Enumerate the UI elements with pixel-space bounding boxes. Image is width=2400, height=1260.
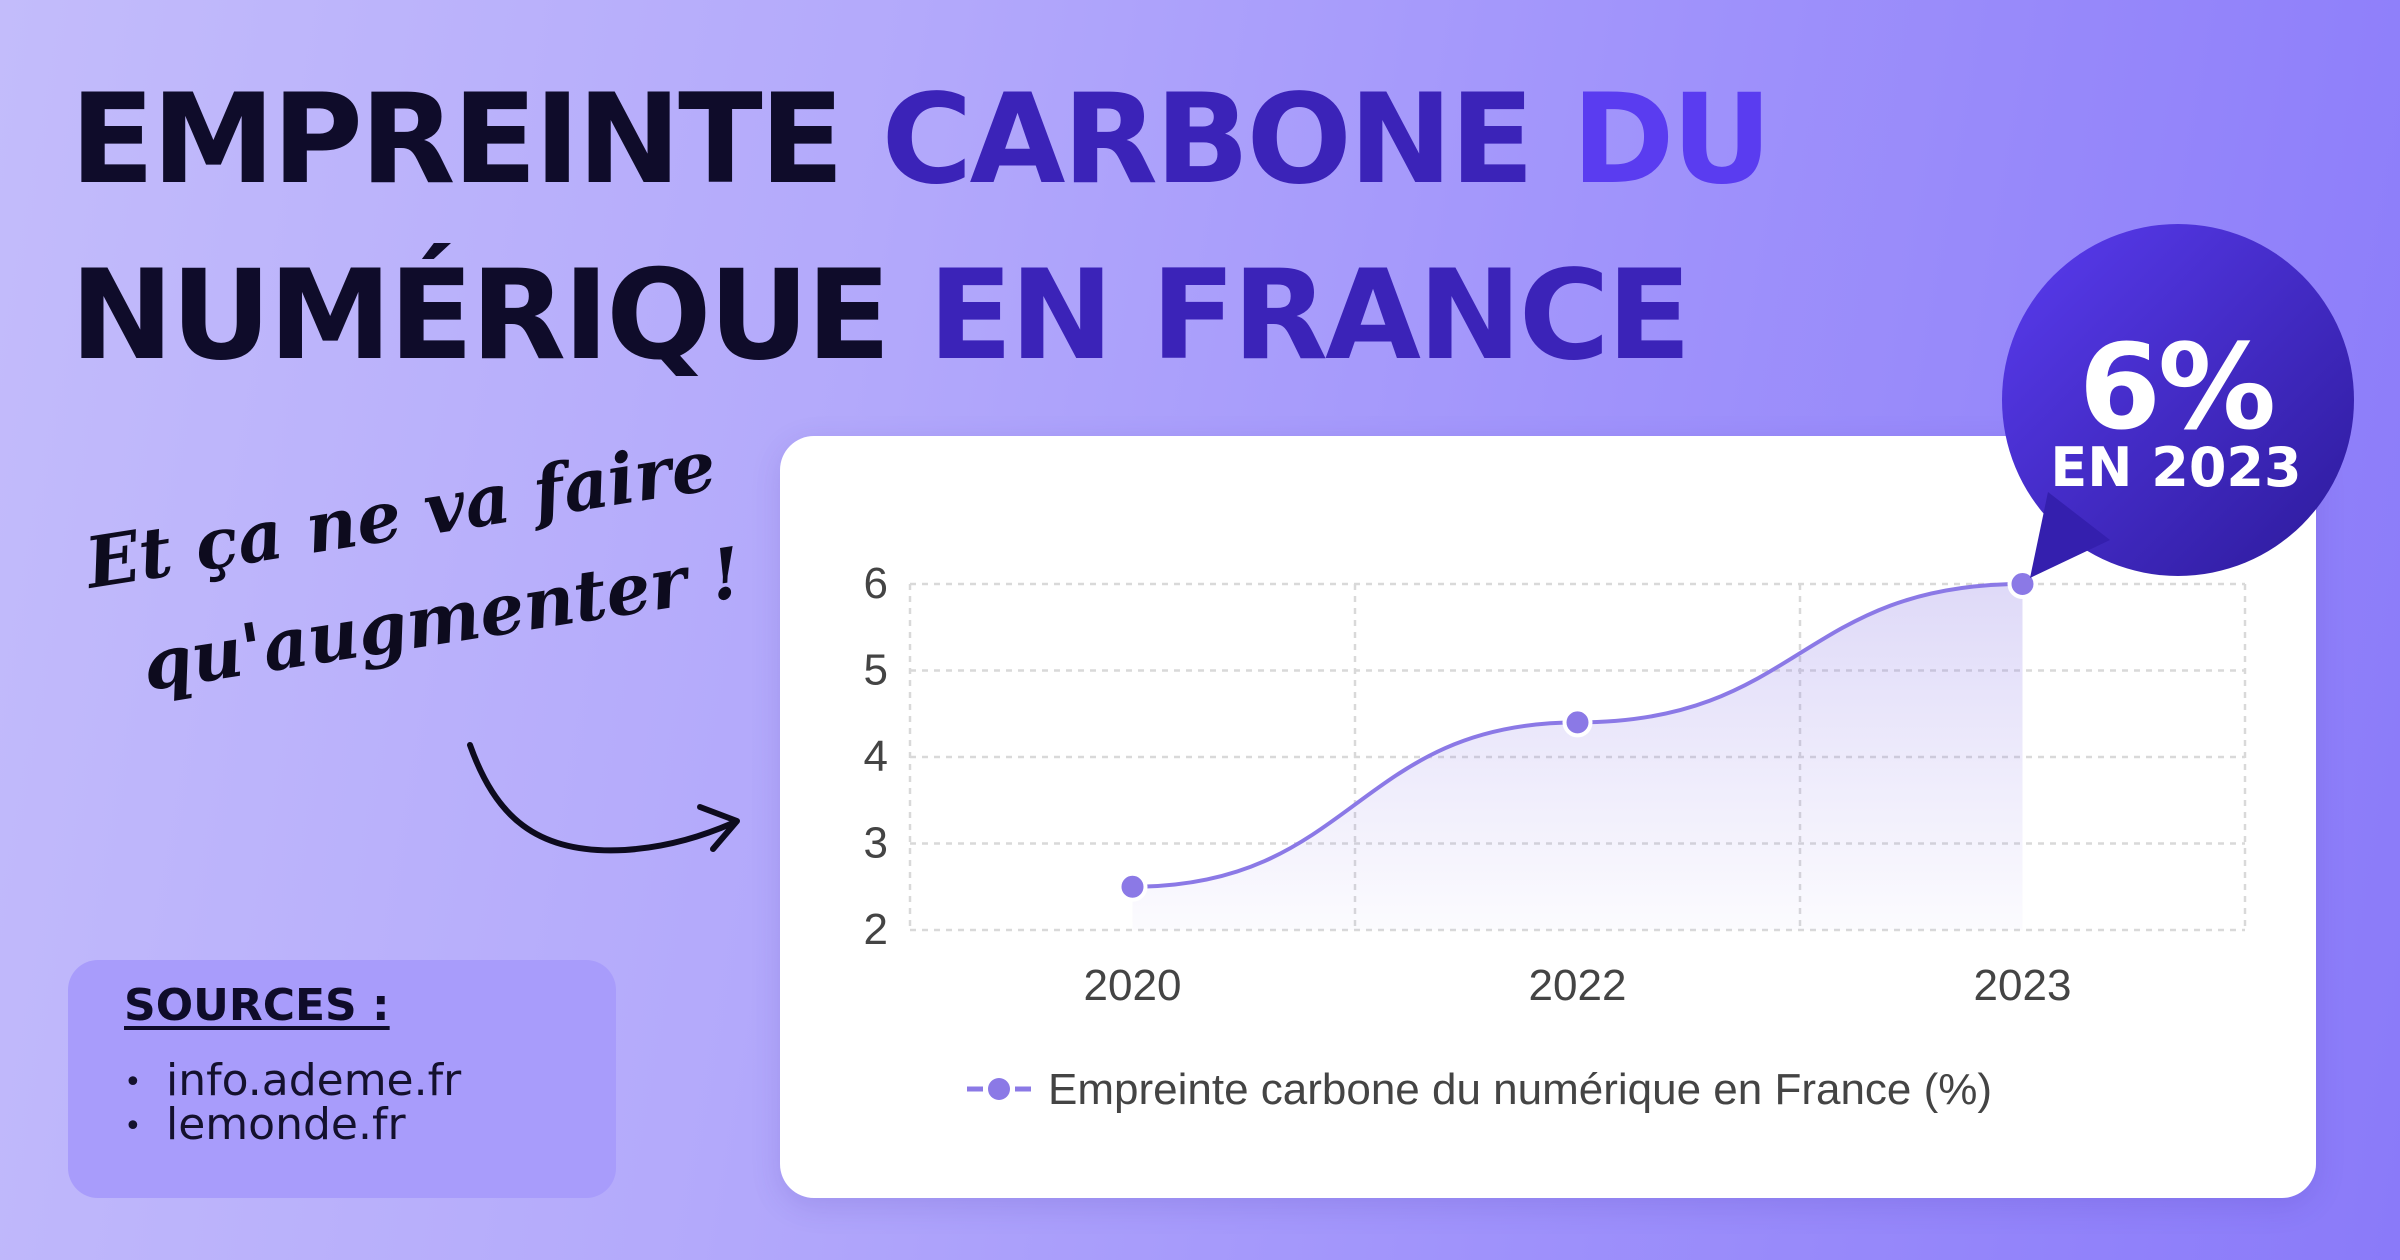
y-tick-label: 4 — [864, 732, 888, 781]
callout-value: 6% — [2078, 318, 2276, 456]
data-point — [1562, 707, 1593, 738]
title-word-en: EN — [928, 244, 1151, 388]
sources-list: • info.ademe.fr • lemonde.fr — [124, 1055, 462, 1150]
title-word-numerique: NUMÉRIQUE — [70, 244, 929, 388]
source-label: lemonde.fr — [166, 1099, 406, 1150]
callout-subtitle: EN 2023 — [2050, 436, 2302, 499]
page-title: EMPREINTE CARBONE DU NUMÉRIQUE EN FRANCE — [70, 52, 1773, 404]
series-area-fill — [1132, 584, 2023, 930]
sources-title: SOURCES : — [124, 980, 390, 1031]
callout-bubble: 6% EN 2023 — [1990, 222, 2362, 578]
y-tick-label: 5 — [864, 646, 888, 695]
chart-area — [1132, 584, 2023, 930]
source-label: info.ademe.fr — [166, 1055, 462, 1106]
data-point — [2007, 569, 2038, 599]
data-point — [1117, 871, 1148, 902]
y-tick-label: 6 — [864, 559, 888, 608]
title-line-1: EMPREINTE CARBONE DU — [70, 68, 1773, 212]
legend-marker-icon — [988, 1078, 1010, 1100]
legend-label: Empreinte carbone du numérique en France… — [1048, 1065, 1992, 1114]
title-word-france: FRANCE — [1150, 244, 1692, 388]
chart-points — [1117, 569, 2038, 902]
curved-arrow-icon — [467, 742, 740, 854]
x-tick-label: 2020 — [1084, 961, 1182, 1010]
line-chart: 2 3 4 5 6 2020 2022 2023 Empreinte carbone du n… — [864, 559, 2247, 1114]
handwritten-tagline: Et ça ne va faire qu'augmenter ! — [78, 409, 749, 727]
source-item: • lemonde.fr — [124, 1099, 406, 1150]
speech-bubble-icon — [2002, 224, 2354, 578]
x-tick-label: 2023 — [1974, 961, 2072, 1010]
chart-tick-labels: 2 3 4 5 6 2020 2022 2023 — [864, 559, 2072, 1010]
chart-legend: Empreinte carbone du numérique en France… — [967, 1065, 1992, 1114]
title-line-2: NUMÉRIQUE EN FRANCE — [70, 244, 1692, 388]
title-word-empreinte: EMPREINTE — [70, 68, 882, 212]
sources-box: SOURCES : • info.ademe.fr • lemonde.fr — [68, 960, 616, 1198]
x-tick-label: 2022 — [1529, 961, 1627, 1010]
title-word-du: DU — [1571, 68, 1773, 212]
title-word-carbone: CARBONE — [881, 68, 1572, 212]
source-item: • info.ademe.fr — [124, 1055, 462, 1106]
y-tick-label: 2 — [864, 905, 888, 954]
y-tick-label: 3 — [864, 819, 888, 868]
